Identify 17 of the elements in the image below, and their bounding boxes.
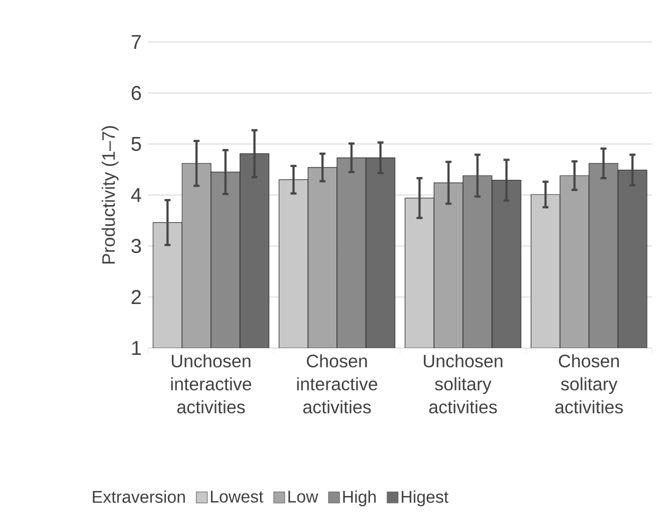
legend-title: Extraversion	[92, 490, 185, 503]
y-tick-label: 6	[132, 86, 141, 100]
y-tick-label: 3	[131, 238, 141, 254]
x-tick-label: Unchosen interactive activities	[171, 354, 252, 414]
x-tick-label: Unchosen solitary activities	[424, 354, 502, 414]
legend-label: High	[343, 490, 376, 506]
y-tick-label: 4	[131, 188, 142, 202]
legend-label: Higest	[402, 490, 448, 506]
y-tick-label: 7	[132, 35, 141, 49]
legend-label: Lowest	[210, 490, 264, 503]
y-tick-label: 2	[132, 290, 141, 304]
legend-label: Low	[288, 490, 318, 503]
y-tick-label: 1	[132, 341, 141, 355]
x-tick-label: Chosen solitary activities	[555, 354, 623, 414]
y-tick-label: 5	[131, 137, 141, 151]
x-tick-label: Chosen interactive activities	[297, 354, 378, 414]
y-axis-title: Productivity (1–7)	[102, 126, 118, 264]
